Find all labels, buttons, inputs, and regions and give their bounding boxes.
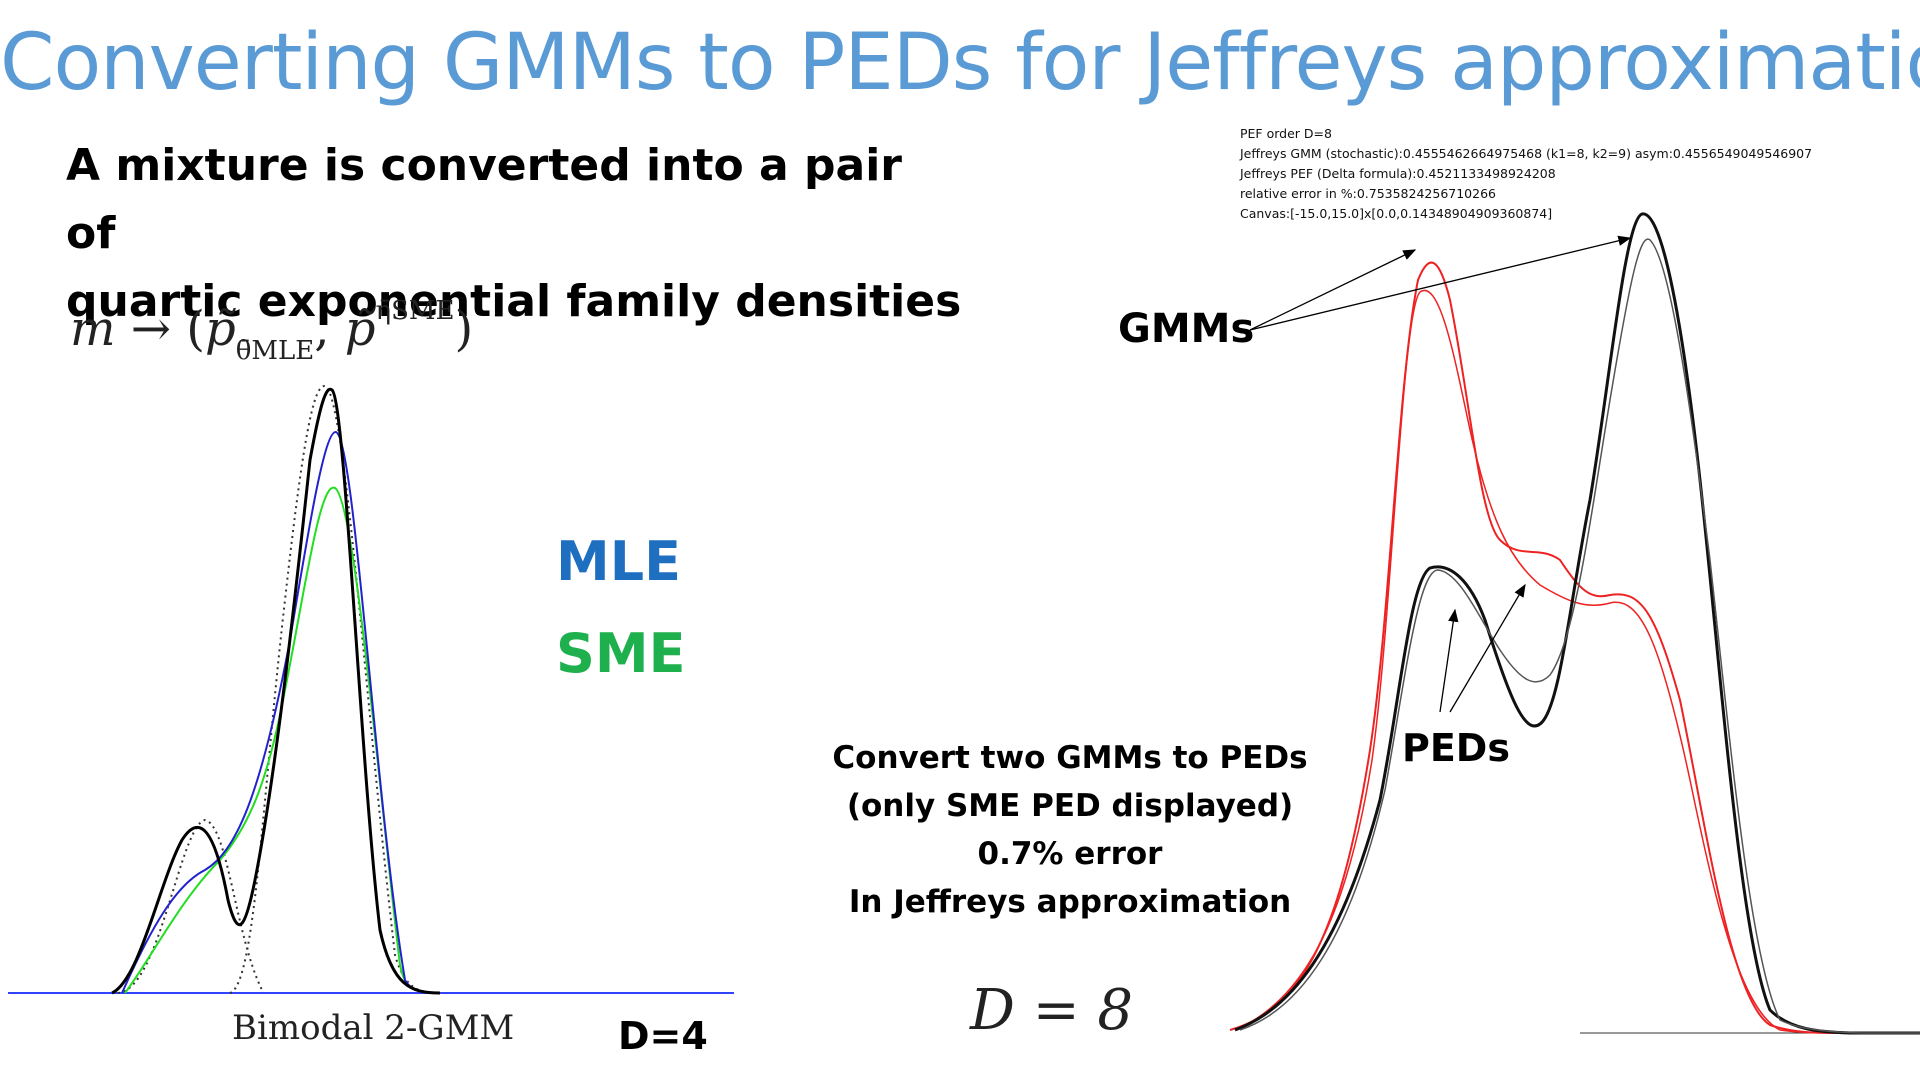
ped-red-curve	[1235, 289, 1841, 1034]
mle-label: MLE	[556, 530, 682, 593]
mle-ped-curve	[121, 431, 441, 994]
sme-ped-curve	[124, 486, 441, 994]
formula-m: m	[70, 301, 116, 357]
conversion-formula: m → (p̃θ̄MLE, p̃η̄SME)	[70, 296, 473, 366]
conversion-note-line: In Jeffreys approximation	[848, 884, 1292, 920]
info-line: Jeffreys GMM (stochastic):0.455546266497…	[1240, 146, 1813, 161]
formula-arrow: →	[130, 301, 171, 357]
conversion-note-line: 0.7% error	[977, 836, 1163, 872]
bimodal-caption: Bimodal 2-GMM	[232, 1008, 515, 1048]
formula-subscript: θ̄MLE	[235, 336, 315, 366]
conversion-note-line: Convert two GMMs to PEDs	[832, 740, 1308, 776]
gmm-black-curve	[1234, 212, 1920, 1035]
conversion-note-line: (only SME PED displayed)	[846, 788, 1294, 824]
formula-comma: ,	[314, 301, 345, 357]
info-line: Canvas:[-15.0,15.0]x[0.0,0.1434890490936…	[1240, 206, 1553, 221]
subtitle-line-2: quartic exponential family densities	[66, 276, 962, 327]
subtitle-line-1: A mixture is converted into a pair of	[66, 140, 902, 259]
gmms-arrow-left	[1249, 249, 1417, 331]
gmm-red-curve	[1229, 261, 1841, 1034]
formula-superscript: η̄SME	[375, 296, 455, 326]
info-line: relative error in %:0.7535824256710266	[1240, 186, 1496, 201]
peds-arrow-left	[1439, 608, 1459, 713]
peds-label: PEDs	[1402, 726, 1510, 770]
gmm-mixture-curve	[111, 387, 441, 995]
right-density-plot	[1229, 212, 1920, 1035]
formula-p-tilde-2: p̃	[344, 301, 376, 357]
gmms-arrow-right	[1249, 235, 1632, 331]
left-density-plot	[8, 385, 734, 995]
gmm-component-right	[229, 385, 441, 994]
formula-open-paren: (	[186, 301, 205, 357]
formula-p-tilde-1: p̃	[205, 301, 236, 357]
degree-label-left: D=4	[618, 1014, 708, 1058]
info-line: Jeffreys PEF (Delta formula):0.452113349…	[1240, 166, 1556, 181]
slide-subtitle: A mixture is converted into a pair of qu…	[66, 132, 966, 336]
sme-label: SME	[556, 622, 686, 685]
peds-arrow-right	[1449, 583, 1526, 713]
ped-black-curve	[1239, 238, 1920, 1034]
info-readout: PEF order D=8 Jeffreys GMM (stochastic):…	[1240, 124, 1812, 224]
degree-label-right: D = 8	[970, 978, 1134, 1043]
slide-title: Converting GMMs to PEDs for Jeffreys app…	[0, 18, 1920, 108]
conversion-note: Convert two GMMs to PEDs (only SME PED d…	[800, 734, 1340, 926]
formula-close-paren: )	[454, 301, 474, 357]
info-line: PEF order D=8	[1240, 126, 1332, 141]
gmms-label: GMMs	[1118, 306, 1255, 352]
gmm-component-left	[117, 818, 263, 994]
